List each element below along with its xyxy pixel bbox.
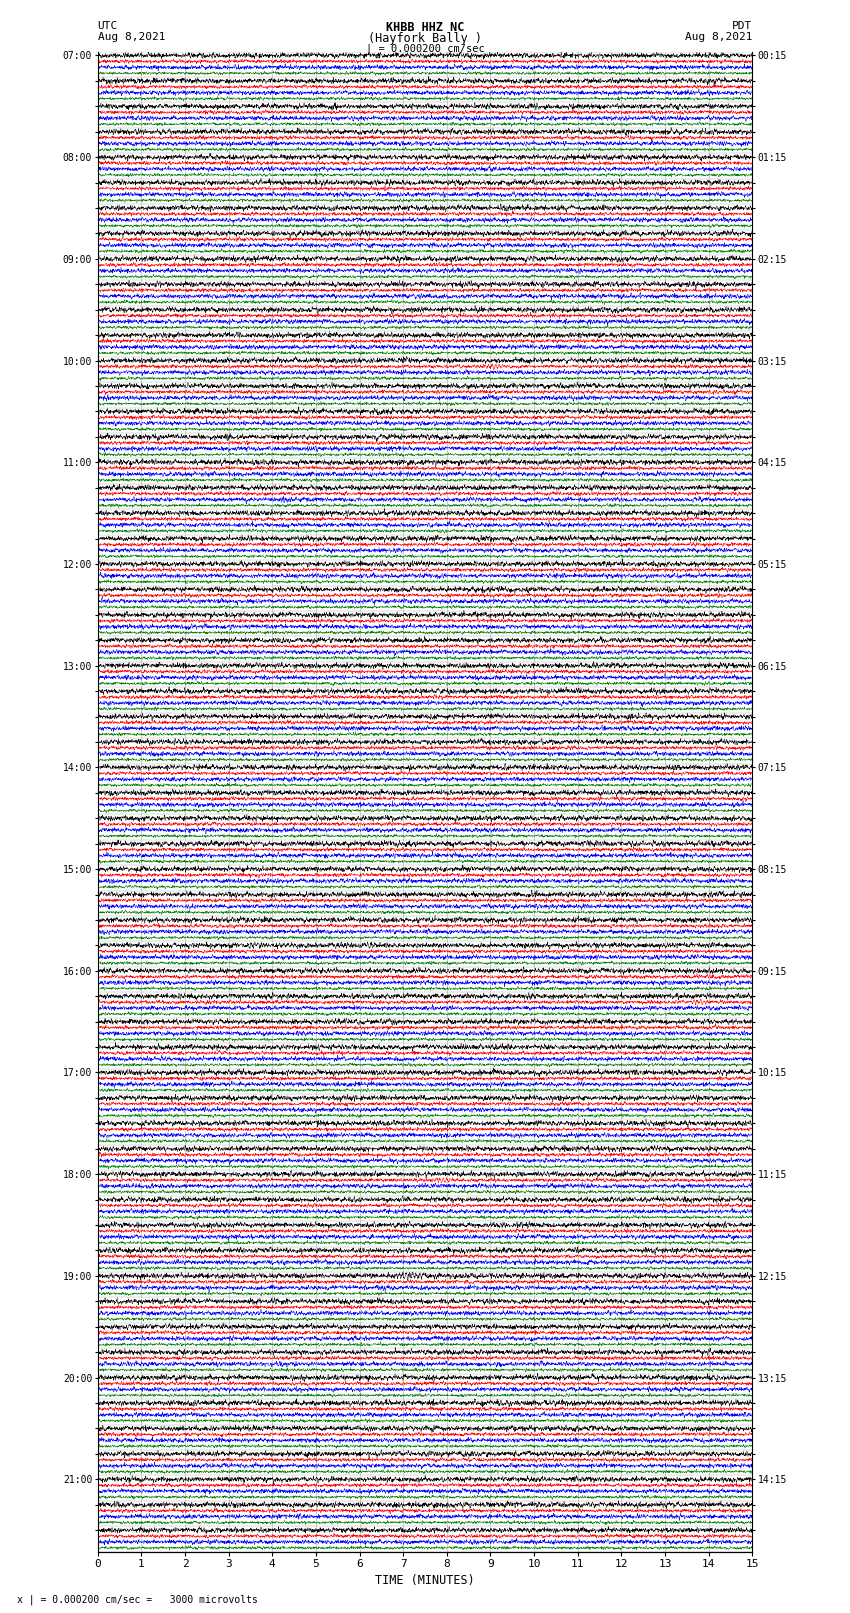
Text: (Hayfork Bally ): (Hayfork Bally ): [368, 32, 482, 45]
Text: KHBB HHZ NC: KHBB HHZ NC: [386, 21, 464, 34]
X-axis label: TIME (MINUTES): TIME (MINUTES): [375, 1574, 475, 1587]
Text: Aug 8,2021: Aug 8,2021: [685, 32, 752, 42]
Text: PDT: PDT: [732, 21, 752, 31]
Text: UTC: UTC: [98, 21, 118, 31]
Text: Aug 8,2021: Aug 8,2021: [98, 32, 165, 42]
Text: x | = 0.000200 cm/sec =   3000 microvolts: x | = 0.000200 cm/sec = 3000 microvolts: [17, 1594, 258, 1605]
Text: | = 0.000200 cm/sec: | = 0.000200 cm/sec: [366, 44, 484, 55]
